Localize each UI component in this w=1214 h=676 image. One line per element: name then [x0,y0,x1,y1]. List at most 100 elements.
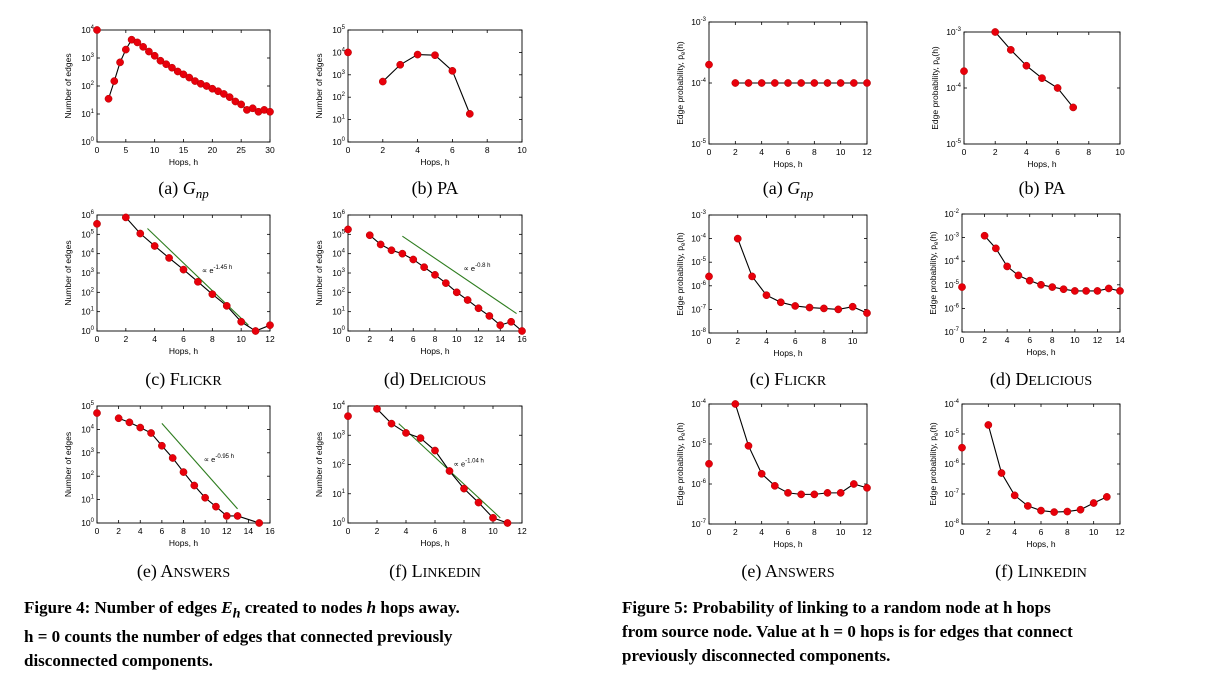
data-point [248,104,257,113]
y-axis-label: Number of edges [314,240,324,305]
data-point [165,254,173,262]
x-tick-label: 0 [707,527,712,537]
x-tick-label: 6 [1027,335,1032,345]
y-tick-label: 102 [332,460,345,470]
data-point [757,469,766,478]
data-point [139,43,147,51]
data-point [992,244,1000,253]
data-point [762,291,771,300]
data-point [1053,84,1062,92]
data-point [150,51,159,60]
y-tick-label: 100 [332,137,345,147]
x-tick-label: 4 [759,147,764,157]
data-point [797,490,806,499]
data-point [863,484,871,492]
data-point [1006,46,1015,54]
series-line [382,54,471,115]
data-point [266,107,274,116]
data-point-h0 [705,60,713,69]
data-point [1063,507,1072,516]
chart-fig4-c: 0 2 4 6 8 10 12 100 101 102 103 104 105 106 Hops, h Num… [63,210,275,390]
plot-frame [347,29,523,143]
x-tick-label: 6 [181,334,186,344]
chart-fig5-e: 0 2 4 6 8 10 12 10-7 10-6 10-5 10-4 Hops, h Edge pro… [675,399,872,582]
y-tick-label: 102 [81,471,94,481]
data-point [442,279,450,287]
data-point [460,484,468,493]
data-point [208,290,217,299]
x-tick-label: 0 [95,526,100,536]
data-point [145,47,153,56]
x-tick-label: 12 [517,526,527,536]
x-axis-label: Hops, h [1027,159,1057,169]
y-tick-label: 10-4 [944,399,959,409]
data-point [1082,287,1090,295]
data-point [1010,491,1019,500]
data-point [1076,505,1085,514]
x-tick-label: 6 [1039,527,1044,537]
y-axis-label: Number of edges [314,432,324,497]
series-line [376,408,508,524]
x-tick-label: 2 [733,147,738,157]
data-point [445,467,454,475]
data-point [810,490,819,499]
x-tick-label: 0 [707,147,712,157]
data-point [1014,271,1023,280]
data-point [416,434,425,442]
data-point [387,419,396,428]
figure-5-caption: Figure 5: Probability of linking to a ra… [622,596,1192,668]
x-tick-label: 8 [433,334,438,344]
x-tick-label: 0 [346,526,351,536]
data-point [448,67,457,75]
data-point [413,50,422,59]
data-point [156,56,165,65]
data-point [190,481,199,490]
x-tick-label: 10 [836,527,846,537]
data-point [1037,280,1045,289]
x-axis-label: Hops, h [420,538,450,548]
fig4-caption-mid: created to nodes [240,598,367,617]
y-tick-label: 10-2 [944,209,959,219]
data-point [863,79,871,87]
panel-title: (a) Gnp [763,178,814,201]
data-point [396,60,405,69]
data-point [474,498,483,507]
data-point [409,255,418,264]
fit-line [161,423,238,510]
x-tick-label: 10 [1089,527,1099,537]
x-tick-label: 6 [411,334,416,344]
y-axis-label: Number of edges [63,240,73,305]
x-tick-label: 4 [1024,147,1029,157]
data-point [1089,499,1098,507]
plot-frame [347,405,523,524]
y-tick-label: 10-4 [691,399,706,409]
data-point [997,469,1006,477]
x-tick-label: 2 [380,145,385,155]
chart-fig5-c: 0 2 4 6 8 10 10-8 10-7 10-6 10-5 10-4 10-3 Hops, h Ed… [675,210,871,390]
data-point [110,77,119,85]
y-tick-label: 100 [81,137,94,147]
data-point [849,79,858,87]
x-tick-label: 0 [960,335,965,345]
x-axis-label: Hops, h [773,159,803,169]
data-point [136,229,145,238]
data-point [220,90,228,98]
data-point [185,73,194,82]
data-point [1059,285,1068,294]
chart-fig5-f: 0 2 4 6 8 10 12 10-8 10-7 10-6 10-5 10-4 Hops, h Edge… [928,399,1125,582]
x-tick-label: 2 [993,147,998,157]
data-point [133,38,142,47]
fig4-caption-line3: disconnected components. [24,651,213,671]
x-tick-label: 2 [123,334,128,344]
data-point [158,441,166,450]
x-tick-label: 6 [786,147,791,157]
x-tick-label: 0 [707,336,712,346]
x-tick-label: 2 [982,335,987,345]
x-tick-label: 8 [812,527,817,537]
chart-fig5-a: 0 2 4 6 8 10 12 10-5 10-4 10-3 Hops, h Edge probabi… [675,17,872,201]
data-point [378,77,387,86]
fig5-caption-line3: previously disconnected components. [622,646,891,665]
data-point [733,234,742,243]
data-point [179,265,188,274]
